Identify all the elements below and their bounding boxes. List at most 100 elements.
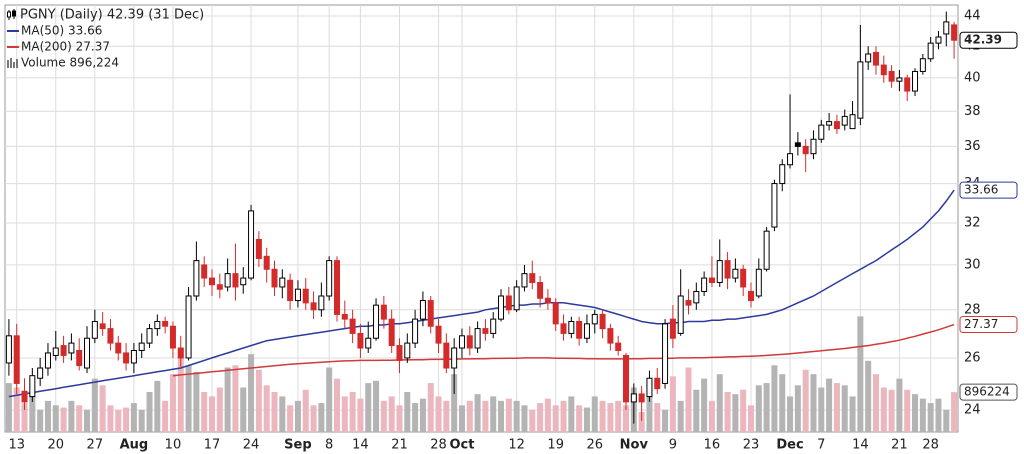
volume-bar — [490, 396, 497, 432]
candle-body — [169, 325, 176, 349]
candle-body — [232, 273, 239, 288]
candle-body — [271, 268, 278, 288]
x-tick-label: 12 — [508, 438, 525, 453]
candle-body — [599, 313, 606, 330]
candle-body — [646, 377, 653, 398]
volume-bar — [107, 405, 114, 432]
volume-bar — [91, 378, 98, 432]
candle-body — [341, 313, 348, 320]
candle-body — [552, 302, 559, 325]
candle-body — [865, 53, 872, 63]
candle-body — [576, 320, 583, 339]
volume-bar — [544, 398, 551, 432]
legend: PGNY (Daily) 42.39 (31 Dec) MA(50) 33.66… — [7, 8, 204, 70]
volume-bar — [5, 383, 12, 432]
candle-body — [404, 342, 411, 359]
candle-body — [107, 328, 114, 344]
volume-bar — [693, 389, 700, 432]
volume-bar — [771, 365, 778, 432]
volume-bar — [677, 400, 684, 432]
volume-bar — [248, 354, 255, 432]
volume-bar — [263, 385, 270, 432]
legend-label: MA(50) 33.66 — [21, 24, 102, 38]
volume-bar — [443, 400, 450, 432]
candle-body — [435, 325, 442, 344]
candle-body — [5, 335, 12, 364]
volume-bar — [529, 409, 536, 432]
volume-bar — [537, 403, 544, 432]
candle-body — [888, 70, 895, 82]
volume-bar — [99, 385, 106, 432]
volume-bar — [37, 409, 44, 432]
y-tick-label: 44 — [964, 8, 981, 23]
volume-bar — [435, 396, 442, 432]
volume-bar — [13, 387, 20, 432]
x-tick-label: 19 — [547, 438, 564, 453]
volume-bar — [310, 405, 317, 432]
volume-bar — [685, 367, 692, 432]
volume-bar — [44, 400, 51, 432]
x-tick-label: Sep — [284, 438, 312, 453]
volume-bar — [123, 407, 130, 432]
volume-bar — [365, 383, 372, 432]
volume-bar — [872, 374, 879, 432]
candle-body — [76, 349, 83, 366]
volume-bar — [708, 400, 715, 432]
candle-body — [498, 295, 505, 320]
volume-bar — [60, 407, 67, 432]
volume-bar — [794, 385, 801, 432]
x-tick-label: Nov — [620, 438, 649, 453]
volume-bar — [904, 389, 911, 432]
candle-body — [623, 354, 630, 403]
ma-layer — [8, 189, 955, 398]
legend-icon — [7, 58, 18, 68]
candle-body — [13, 335, 20, 384]
candle-body — [662, 323, 669, 384]
volume-bar — [865, 360, 872, 432]
volume-bar — [76, 405, 83, 432]
volume-bar — [755, 385, 762, 432]
candle-body — [701, 277, 708, 292]
candle-body — [349, 318, 356, 334]
legend-title: PGNY (Daily) 42.39 (31 Dec) — [20, 8, 204, 23]
x-tick-label: 16 — [704, 438, 721, 453]
legend-label: MA(200) 27.37 — [21, 40, 110, 54]
candle-body — [123, 352, 130, 364]
candle-body — [927, 42, 934, 60]
volume-bar — [419, 398, 426, 432]
x-tick-label: 8 — [325, 438, 333, 453]
volume-bar — [810, 374, 817, 432]
volume-bar — [732, 394, 739, 432]
volume-bar — [951, 392, 958, 432]
candle-body — [357, 332, 364, 349]
candle-body — [654, 377, 661, 390]
volume-bar — [802, 369, 809, 432]
candle-body — [513, 286, 520, 311]
volume-bar — [919, 398, 926, 432]
candle-body — [896, 77, 903, 82]
volume-bar — [380, 400, 387, 432]
candle-body — [224, 273, 231, 288]
candle-body — [138, 342, 145, 351]
candle-body — [216, 284, 223, 290]
volume-bar — [29, 391, 36, 432]
volume-bar — [224, 367, 231, 432]
ma-line — [172, 323, 955, 377]
y-tick-label: 26 — [964, 350, 981, 365]
volume-bar — [326, 367, 333, 432]
candle-body — [99, 323, 106, 330]
candle-body — [162, 320, 169, 327]
value-tags: 42.39 33.66 27.37 896224 — [959, 31, 1018, 401]
candle-body — [115, 342, 122, 354]
candle-body — [177, 347, 184, 359]
candle-body — [560, 323, 567, 334]
volume-bar — [615, 400, 622, 432]
x-tick-label: 26 — [586, 438, 603, 453]
candle-body — [185, 295, 192, 359]
volume-bar — [388, 396, 395, 432]
candle-body — [537, 281, 544, 299]
volume-bar — [591, 396, 598, 432]
volume-bar — [341, 396, 348, 432]
volume-bar — [169, 374, 176, 432]
